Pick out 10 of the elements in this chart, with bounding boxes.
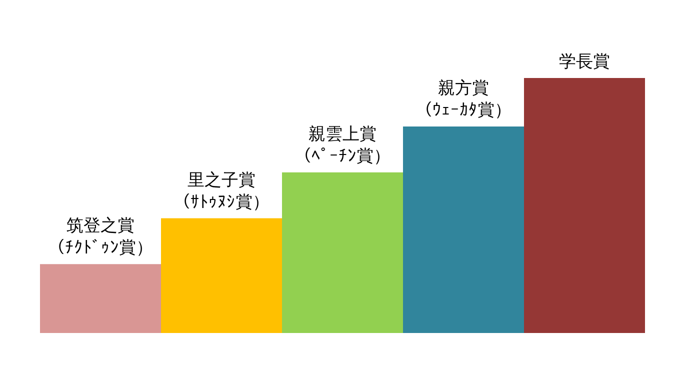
bar xyxy=(524,78,645,333)
x-tick-label: 里之子賞（ｻﾄｩﾇｼ賞） xyxy=(174,170,270,212)
bar xyxy=(403,126,524,333)
bar xyxy=(161,218,282,333)
bar xyxy=(282,172,403,333)
x-tick-label: 学長賞 xyxy=(559,52,610,72)
x-tick-label: 筑登之賞（ﾁｸﾄﾞｩﾝ賞） xyxy=(48,216,153,258)
x-tick-label: 親方賞（ｳｪｰｶﾀ賞） xyxy=(416,78,512,120)
x-tick-label: 親雲上賞（ﾍﾟｰﾁﾝ賞） xyxy=(294,124,390,166)
bar xyxy=(40,264,161,333)
